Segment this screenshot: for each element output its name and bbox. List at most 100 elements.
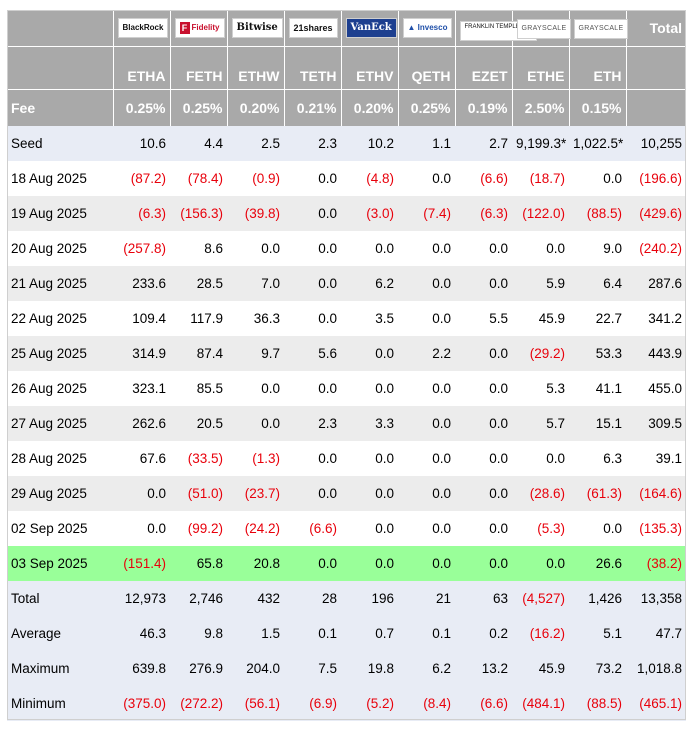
row-label: 19 Aug 2025 [7, 196, 113, 231]
ticker-cell: EZET [455, 46, 513, 90]
flow-cell: 0.0 [284, 301, 341, 336]
fee-cell: 2.50% [512, 89, 570, 126]
vaneck-logo: VanEck [345, 18, 397, 38]
flow-cell: 0.0 [455, 371, 512, 406]
flow-cell: 0.0 [512, 231, 569, 266]
flow-cell: (8.4) [398, 686, 455, 721]
table-row: 03 Sep 2025 (151.4) 65.8 20.8 0.0 0.0 0.0 0.0 0.… [7, 546, 686, 581]
row-label: 26 Aug 2025 [7, 371, 113, 406]
flow-cell: 432 [227, 581, 284, 616]
flow-cell: (6.9) [284, 686, 341, 721]
row-total-cell: 10,255 [626, 126, 686, 161]
ticker-cell: ETHV [341, 46, 399, 90]
table-row: 18 Aug 2025 (87.2) (78.4) (0.9) 0.0 (4.8) 0.0(… [7, 161, 686, 196]
flow-cell: 0.0 [341, 476, 398, 511]
flow-cell: 85.5 [170, 371, 227, 406]
flow-cell: 0.0 [455, 546, 512, 581]
flow-cell: (6.6) [284, 511, 341, 546]
flow-cell: 9.8 [170, 616, 227, 651]
flow-cell: (151.4) [113, 546, 170, 581]
fee-cell: 0.20% [341, 89, 399, 126]
flow-cell: 2,746 [170, 581, 227, 616]
row-label: 27 Aug 2025 [7, 406, 113, 441]
bitwise-logo: Bitwise [231, 18, 283, 38]
flow-cell: 0.0 [341, 511, 398, 546]
flow-cell: 0.2 [455, 616, 512, 651]
flow-cell: 6.2 [341, 266, 398, 301]
fidelity-mark-icon: F [179, 22, 190, 34]
flow-cell: 0.0 [398, 476, 455, 511]
flow-cell: 0.0 [341, 546, 398, 581]
flow-cell: 0.0 [284, 231, 341, 266]
row-total-cell: (465.1) [626, 686, 686, 721]
flow-cell: 7.0 [227, 266, 284, 301]
flow-cell: 6.2 [398, 651, 455, 686]
table-row: 02 Sep 2025 0.0 (99.2) (24.2) (6.6) 0.0 0.0 0.0… [7, 511, 686, 546]
invesco-logo-text: Invesco [417, 23, 448, 32]
flow-cell: 21 [398, 581, 455, 616]
flow-cell: 0.0 [398, 231, 455, 266]
grayscale-logo: GRAYSCALE [573, 18, 629, 39]
flow-cell: 0.0 [284, 161, 341, 196]
flow-cell: 204.0 [227, 651, 284, 686]
flow-cell: (61.3) [569, 476, 626, 511]
fee-cell: 0.25% [113, 89, 171, 126]
flow-cell: 10.6 [113, 126, 170, 161]
flow-cell: 1,426 [569, 581, 626, 616]
flow-cell: (4,527) [512, 581, 569, 616]
flow-cell: 13.2 [455, 651, 512, 686]
flow-cell: 0.0 [284, 441, 341, 476]
table-row: 22 Aug 2025 109.4 117.9 36.3 0.0 3.5 0.0 5.5 45.… [7, 301, 686, 336]
flow-cell: 63 [455, 581, 512, 616]
row-label: 25 Aug 2025 [7, 336, 113, 371]
flow-cell: (28.6) [512, 476, 569, 511]
flow-cell: 9,199.3* [512, 126, 569, 161]
invesco-mark-icon: ▲ [407, 23, 416, 32]
issuer-cell: Bitwise [227, 10, 285, 47]
flow-cell: 0.0 [455, 406, 512, 441]
row-total-cell: 13,358 [626, 581, 686, 616]
fee-label: Fee [7, 89, 114, 126]
flow-cell: 28 [284, 581, 341, 616]
flow-cell: 20.8 [227, 546, 284, 581]
flow-cell: 0.0 [341, 231, 398, 266]
corner-cell [7, 10, 114, 47]
row-label: Average [7, 616, 113, 651]
invesco-logo: ▲ Invesco [402, 18, 453, 38]
flow-cell: 22.7 [569, 301, 626, 336]
row-total-cell: (429.6) [626, 196, 686, 231]
flow-cell: 45.9 [512, 651, 569, 686]
flow-cell: 196 [341, 581, 398, 616]
row-label: 29 Aug 2025 [7, 476, 113, 511]
table-row: 26 Aug 2025 323.1 85.5 0.0 0.0 0.0 0.0 0.0 5.3 41… [7, 371, 686, 406]
flow-cell: 0.0 [455, 511, 512, 546]
total-header: Total [626, 10, 686, 47]
flow-cell: 0.1 [284, 616, 341, 651]
table-row: Minimum (375.0) (272.2) (56.1) (6.9) (5.2) (8.… [7, 686, 686, 721]
flow-cell: 1.5 [227, 616, 284, 651]
flow-cell: 36.3 [227, 301, 284, 336]
flow-cell: 0.0 [398, 266, 455, 301]
flow-cell: 6.3 [569, 441, 626, 476]
row-total-cell: 1,018.8 [626, 651, 686, 686]
ticker-cell: QETH [398, 46, 456, 90]
flow-cell: 28.5 [170, 266, 227, 301]
flow-cell: (16.2) [512, 616, 569, 651]
table-row: 21 Aug 2025 233.6 28.5 7.0 0.0 6.2 0.0 0.0 5.9 6.… [7, 266, 686, 301]
flow-cell: 2.3 [284, 406, 341, 441]
row-label: 02 Sep 2025 [7, 511, 113, 546]
issuer-cell: VanEck [341, 10, 399, 47]
ticker-corner [7, 46, 114, 90]
flow-cell: 1,022.5* [569, 126, 626, 161]
flow-cell: 2.5 [227, 126, 284, 161]
ticker-cell: ETH [569, 46, 627, 90]
fee-total-empty [626, 89, 686, 126]
row-total-cell: 341.2 [626, 301, 686, 336]
flow-cell: 9.7 [227, 336, 284, 371]
flow-cell: 12,973 [113, 581, 170, 616]
flow-cell: 73.2 [569, 651, 626, 686]
flow-cell: 87.4 [170, 336, 227, 371]
flow-cell: (33.5) [170, 441, 227, 476]
issuer-cell: ▲ Invesco [398, 10, 456, 47]
flow-cell: 233.6 [113, 266, 170, 301]
